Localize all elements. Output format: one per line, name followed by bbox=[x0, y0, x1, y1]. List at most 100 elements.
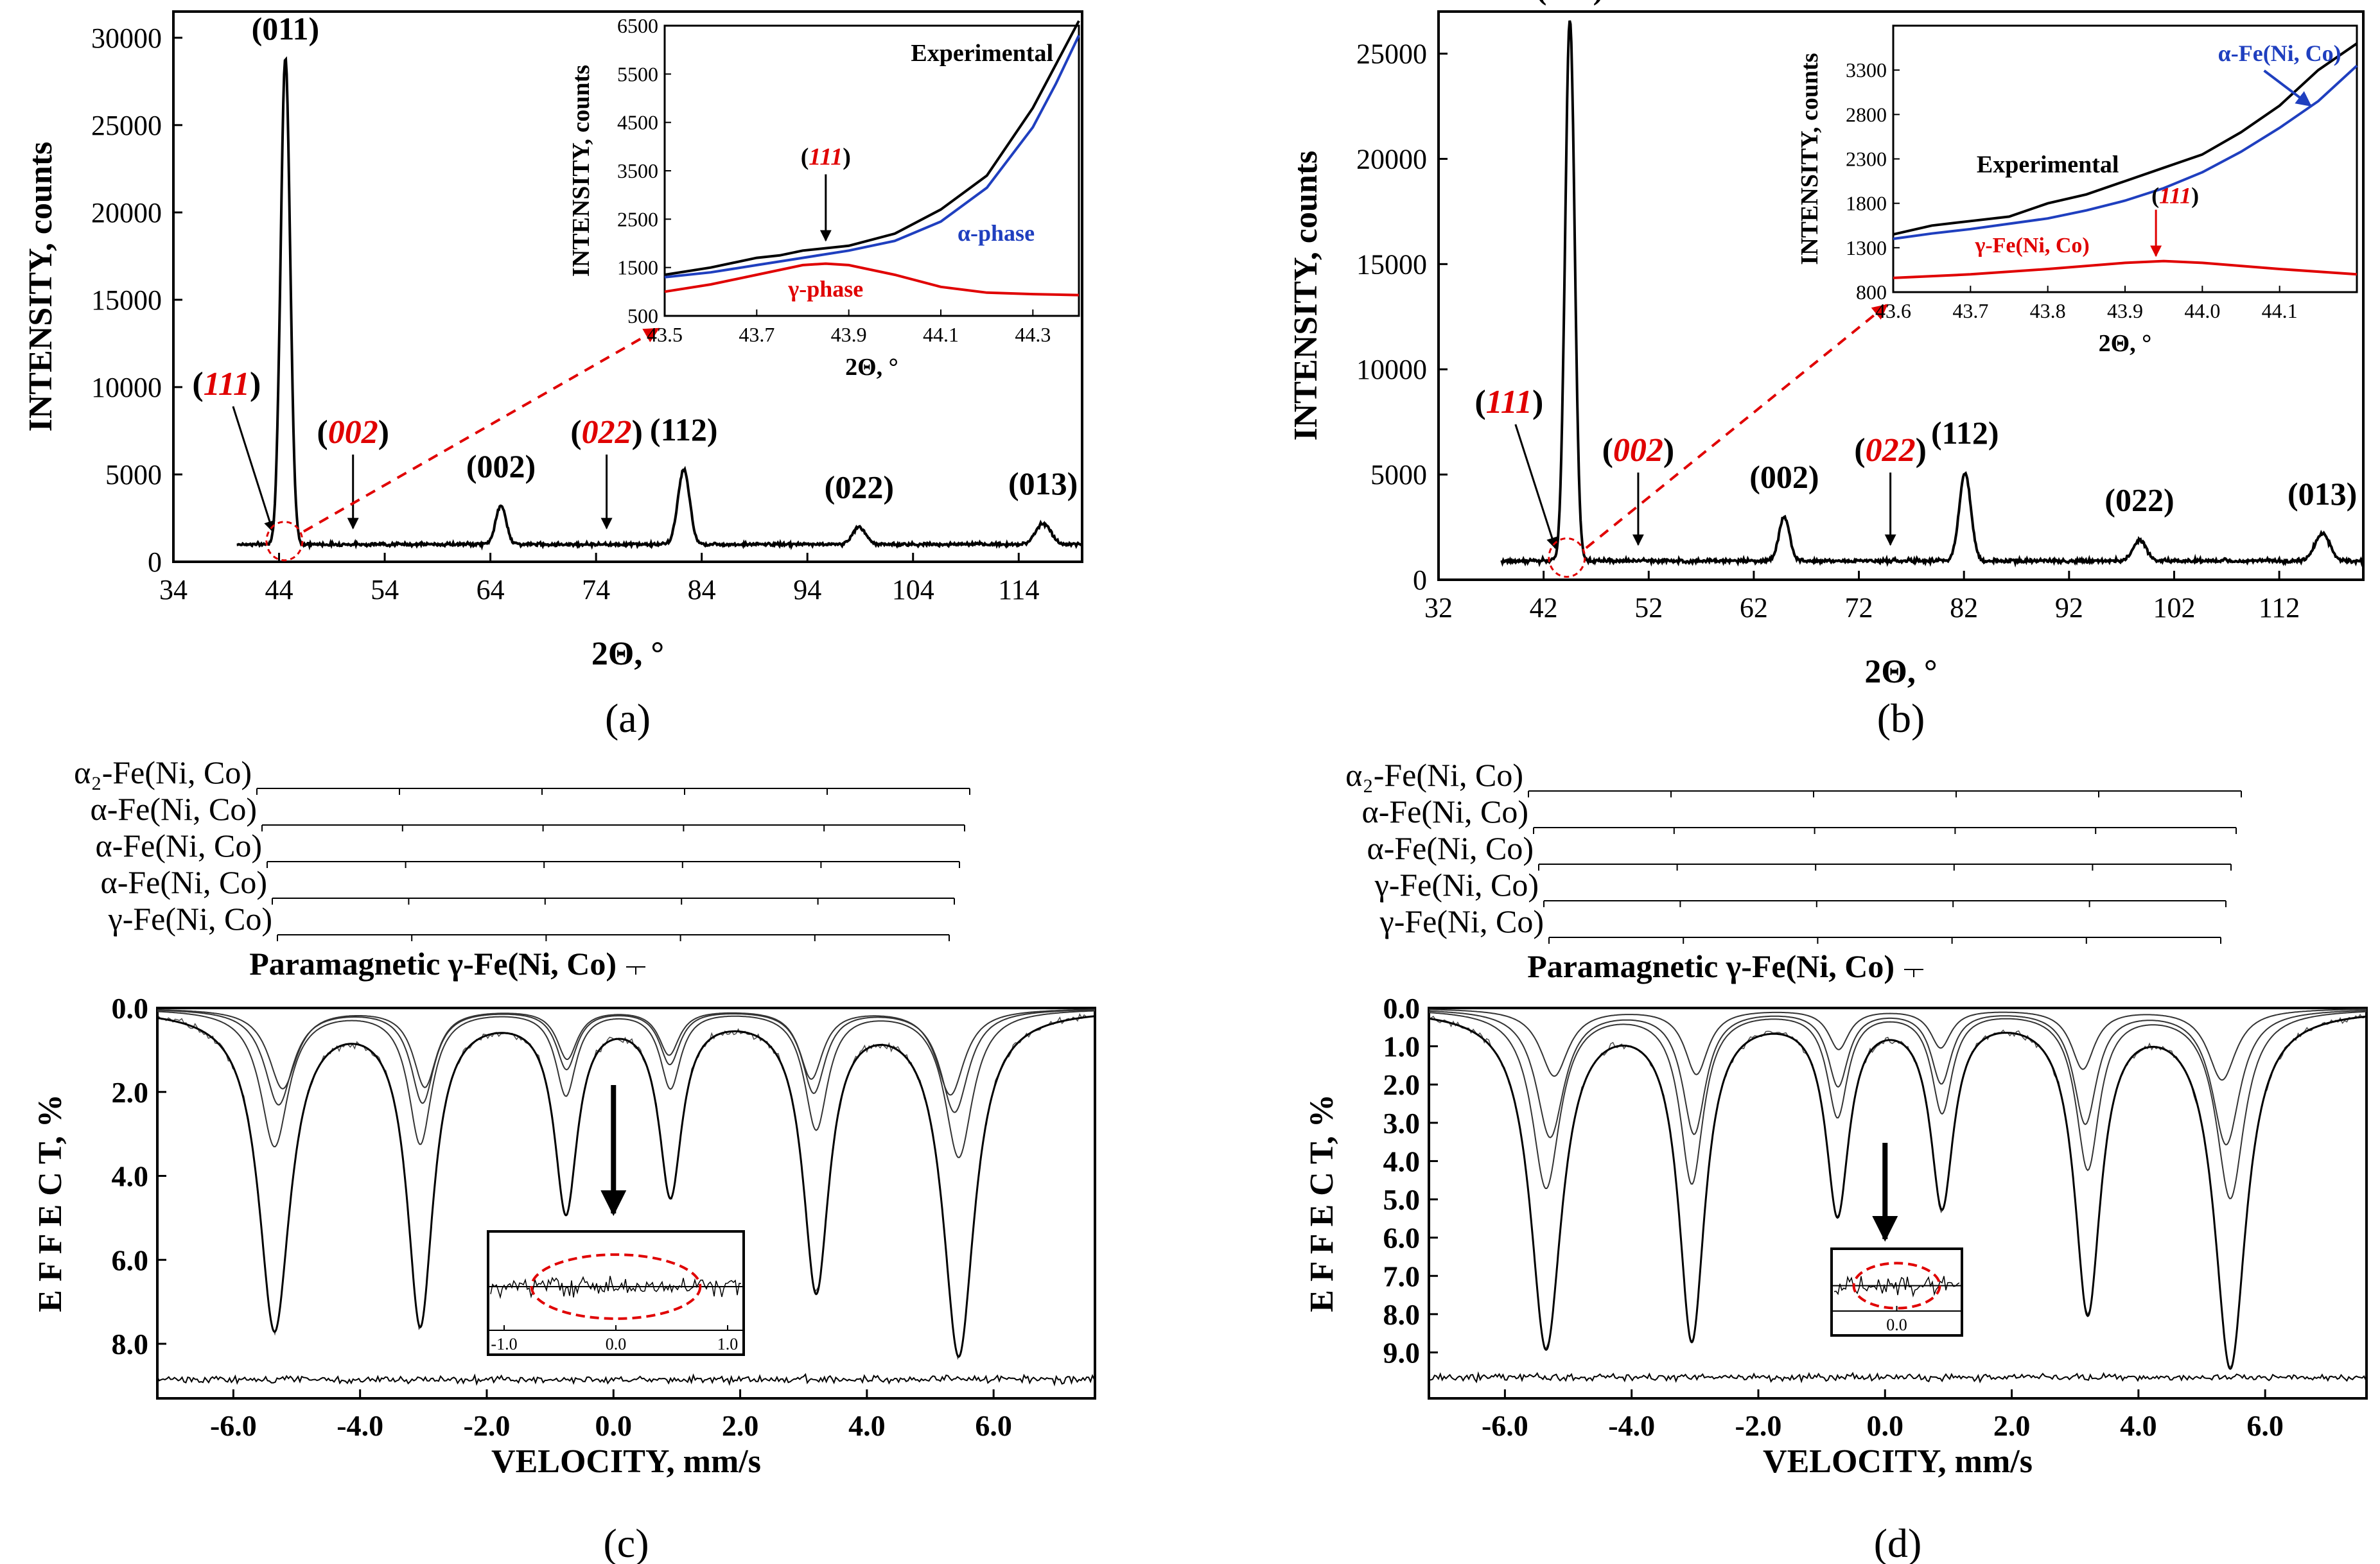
inset-frame bbox=[1892, 24, 2358, 293]
peak-label: (013) bbox=[1008, 465, 1078, 501]
inset-x-tick-label: 44.1 bbox=[923, 323, 959, 346]
zoom-arrow bbox=[302, 327, 660, 533]
residual-line bbox=[1429, 1371, 2367, 1384]
zoom-inset-tick-label: 0.0 bbox=[606, 1335, 627, 1353]
x-tick-label: 6.0 bbox=[975, 1409, 1012, 1442]
zoom-inset-tick-label: 1.0 bbox=[717, 1335, 739, 1353]
x-tick-label: 42 bbox=[1530, 592, 1558, 623]
x-tick-label: 2.0 bbox=[722, 1409, 759, 1442]
inset-frame bbox=[663, 24, 1080, 317]
component-label: α-Fe(Ni, Co) bbox=[1362, 794, 1529, 830]
inset-y-tick-label: 2500 bbox=[617, 207, 658, 230]
y-axis-label: E F F E C T, % bbox=[1304, 1094, 1340, 1312]
panel-label: (b) bbox=[1877, 695, 1925, 741]
plot-frame bbox=[172, 10, 1083, 563]
subspectrum-line bbox=[1428, 1009, 2367, 1146]
y-tick-label: 7.0 bbox=[1383, 1260, 1421, 1292]
diffraction-pattern-line bbox=[1500, 20, 2364, 568]
inset-series-line bbox=[1893, 259, 2358, 279]
inset-x-tick-label: 43.7 bbox=[1952, 299, 1988, 322]
experimental-points bbox=[1428, 1013, 2365, 1368]
subspectrum-line bbox=[1429, 1008, 2367, 1081]
inset-x-tick-label: 43.5 bbox=[647, 323, 683, 346]
inset-x-tick-label: 44.3 bbox=[1015, 323, 1051, 346]
inset-y-tick-label: 2800 bbox=[1846, 103, 1887, 126]
inset-series-line bbox=[1893, 64, 2358, 240]
highlight-ellipse bbox=[265, 521, 304, 562]
x-tick-label: 4.0 bbox=[848, 1409, 886, 1442]
x-tick-label: 4.0 bbox=[2120, 1409, 2157, 1442]
weak-reflection-label: (111) bbox=[192, 366, 261, 403]
subspectrum-line bbox=[157, 1009, 1096, 1113]
inset-y-tick-label: 2300 bbox=[1846, 148, 1887, 171]
x-tick-label: 32 bbox=[1424, 592, 1453, 623]
inset-series-line bbox=[664, 20, 1080, 276]
y-tick-label: 8.0 bbox=[112, 1328, 149, 1360]
y-tick-label: 10000 bbox=[1356, 354, 1427, 385]
peak-label: (002) bbox=[466, 448, 536, 484]
inset-y-tick-label: 1800 bbox=[1846, 192, 1887, 215]
y-tick-label: 6.0 bbox=[1383, 1222, 1421, 1255]
component-label: γ-Fe(Ni, Co) bbox=[1374, 867, 1539, 903]
weak-reflection-label: (111) bbox=[1474, 384, 1543, 421]
x-axis-label: 2Θ, ° bbox=[1864, 654, 1937, 690]
residual-line bbox=[157, 1373, 1095, 1387]
inset-series-line bbox=[1893, 42, 2358, 236]
inset-x-tick-label: 43.7 bbox=[739, 323, 774, 346]
panel-label: (d) bbox=[1874, 1520, 1922, 1564]
x-tick-label: 0.0 bbox=[595, 1409, 633, 1442]
component-label: α₂-Fe(Ni, Co) bbox=[1345, 757, 1523, 793]
x-tick-label: 72 bbox=[1845, 592, 1873, 623]
mossbauer-panel-c: -6.0 -4.0 -2.0 0.0 2.0 4.0 6.0 0.0 2.0 4.0 6.0 8.0 V… bbox=[32, 754, 1096, 1564]
component-label: α-Fe(Ni, Co) bbox=[91, 791, 258, 827]
y-tick-label: 20000 bbox=[91, 197, 162, 229]
series-label: α-phase bbox=[958, 220, 1035, 246]
zoom-arrow bbox=[1585, 304, 1888, 550]
peak-label: (013) bbox=[2288, 476, 2357, 512]
y-tick-label: 6.0 bbox=[112, 1244, 149, 1276]
y-tick-label: 1.0 bbox=[1383, 1030, 1421, 1063]
y-tick-label: 4.0 bbox=[112, 1160, 149, 1193]
inset-y-tick-label: 1500 bbox=[617, 256, 658, 279]
series-label: Experimental bbox=[1977, 151, 2119, 178]
peak-label: (011) bbox=[1536, 0, 1604, 6]
inset-y-tick-label: 1300 bbox=[1846, 236, 1887, 259]
inset-y-tick-label: 500 bbox=[627, 304, 658, 327]
component-label: α-Fe(Ni, Co) bbox=[96, 828, 263, 864]
y-tick-label: 30000 bbox=[91, 22, 162, 54]
inset-chart: 43.6 43.7 43.8 43.9 44.0 44.1 800 1300 1800 2300 2… bbox=[1796, 24, 2358, 357]
y-tick-label: 3.0 bbox=[1383, 1107, 1421, 1140]
y-tick-label: 5000 bbox=[1370, 459, 1427, 491]
x-axis-label: VELOCITY, mm/s bbox=[491, 1443, 761, 1480]
highlight-ellipse bbox=[530, 1253, 702, 1320]
weak-reflection-label: (002) bbox=[317, 414, 389, 451]
x-tick-label: 94 bbox=[793, 574, 821, 605]
component-label: α-Fe(Ni, Co) bbox=[101, 864, 268, 900]
y-axis-label: E F F E C T, % bbox=[32, 1094, 69, 1312]
y-tick-label: 2.0 bbox=[112, 1076, 149, 1109]
series-label: Experimental bbox=[911, 40, 1053, 67]
x-tick-label: 102 bbox=[2153, 592, 2195, 623]
series-pointer-arrow bbox=[2263, 69, 2312, 107]
x-tick-label: -6.0 bbox=[1482, 1409, 1528, 1442]
inset-y-tick-label: 5500 bbox=[617, 62, 658, 85]
inset-y-axis-label: INTENSITY, counts bbox=[1796, 53, 1823, 265]
inset-y-tick-label: 3300 bbox=[1846, 58, 1887, 82]
weak-reflection-label: (022) bbox=[1854, 432, 1927, 469]
highlight-ellipse bbox=[1548, 537, 1586, 578]
x-tick-label: 6.0 bbox=[2246, 1409, 2284, 1442]
x-tick-label: 84 bbox=[688, 574, 716, 605]
plot-frame bbox=[156, 1007, 1096, 1400]
series-label: γ-Fe(Ni, Co) bbox=[1974, 234, 2089, 257]
x-tick-label: 62 bbox=[1740, 592, 1768, 623]
x-tick-label: 0.0 bbox=[1867, 1409, 1904, 1442]
component-label: γ-Fe(Ni, Co) bbox=[1379, 903, 1544, 939]
panel-label: (c) bbox=[603, 1520, 649, 1564]
series-label: γ-phase bbox=[787, 276, 863, 302]
y-tick-label: 0 bbox=[1413, 564, 1427, 596]
y-tick-label: 4.0 bbox=[1383, 1145, 1421, 1177]
subspectrum-line bbox=[157, 1010, 1096, 1158]
diffraction-pattern-line bbox=[236, 56, 1083, 551]
xrd-panel-b: 32 42 52 62 72 82 92 102 112 0 5000 10000 15000 20000… bbox=[1288, 0, 2365, 741]
x-tick-label: 74 bbox=[582, 574, 610, 605]
